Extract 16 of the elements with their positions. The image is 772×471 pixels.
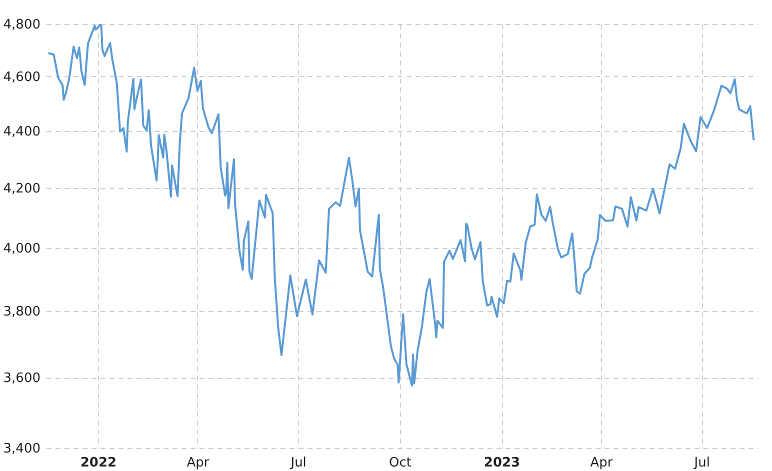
y-tick-label: 4,600	[3, 70, 40, 85]
y-tick-label: 4,000	[3, 242, 40, 257]
x-tick-label: Apr	[186, 456, 210, 470]
y-tick-label: 4,200	[3, 182, 40, 197]
line-series	[47, 24, 756, 387]
y-tick-label: 4,800	[3, 18, 40, 32]
y-tick-label: 3,800	[3, 304, 40, 320]
x-tick-label: Jul	[290, 456, 306, 470]
x-tick-label: 2022	[80, 456, 117, 470]
y-tick-label: 3,400	[3, 442, 40, 456]
y-tick-label: 4,400	[3, 124, 40, 140]
x-tick-label: Oct	[389, 456, 412, 470]
x-tick-label: Jul	[693, 456, 710, 470]
y-tick-label: 3,600	[3, 371, 40, 386]
x-tick-label: Apr	[590, 456, 614, 470]
x-tick-label: 2023	[484, 456, 520, 470]
